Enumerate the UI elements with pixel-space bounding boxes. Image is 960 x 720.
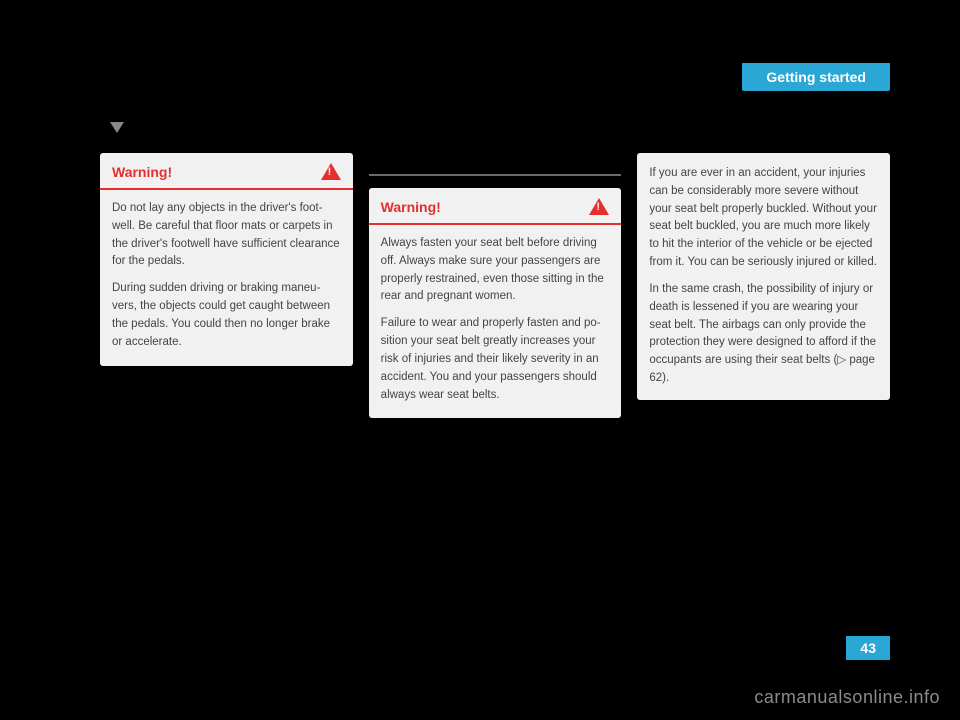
subsection-heading: Seat belts (130, 119, 191, 134)
warning-title: Warning! (381, 199, 441, 215)
warning-paragraph: Always fasten your seat belt before driv… (381, 235, 610, 306)
page-number-badge: 43 (846, 636, 890, 660)
column-3: If you are ever in an accident, your inj… (637, 153, 890, 418)
breadcrumb: Adjusting (841, 99, 890, 113)
warning-body: Always fasten your seat belt before driv… (369, 225, 622, 418)
section-title: Fastening the seat belts (371, 153, 622, 168)
warning-paragraph: During sudden driving or braking maneu­v… (112, 280, 341, 351)
warning-paragraph: Do not lay any objects in the driver's f… (112, 200, 341, 271)
info-box-accident: If you are ever in an accident, your inj… (637, 153, 890, 400)
section-tab: Getting started (742, 63, 890, 91)
warning-body: Do not lay any objects in the driver's f… (100, 190, 353, 366)
warning-box-footwell: Warning! Do not lay any objects in the d… (100, 153, 353, 366)
warning-title: Warning! (112, 164, 172, 180)
section-divider (369, 174, 622, 176)
warning-header: Warning! (369, 188, 622, 225)
info-paragraph: If you are ever in an accident, your inj… (649, 165, 878, 272)
manual-page: Getting started Adjusting Seat belts War… (0, 0, 960, 720)
watermark-text: carmanualsonline.info (754, 687, 940, 708)
warning-box-seatbelt: Warning! Always fasten your seat belt be… (369, 188, 622, 418)
warning-paragraph: Failure to wear and properly fasten and … (381, 315, 610, 404)
info-paragraph: In the same crash, the possibility of in… (649, 281, 878, 388)
warning-triangle-icon (321, 163, 341, 180)
content-columns: Warning! Do not lay any objects in the d… (100, 153, 890, 418)
column-1: Warning! Do not lay any objects in the d… (100, 153, 353, 418)
column-2: Fastening the seat belts Warning! Always… (369, 153, 622, 418)
warning-triangle-icon (589, 198, 609, 215)
triangle-marker-icon (110, 122, 124, 133)
warning-header: Warning! (100, 153, 353, 190)
